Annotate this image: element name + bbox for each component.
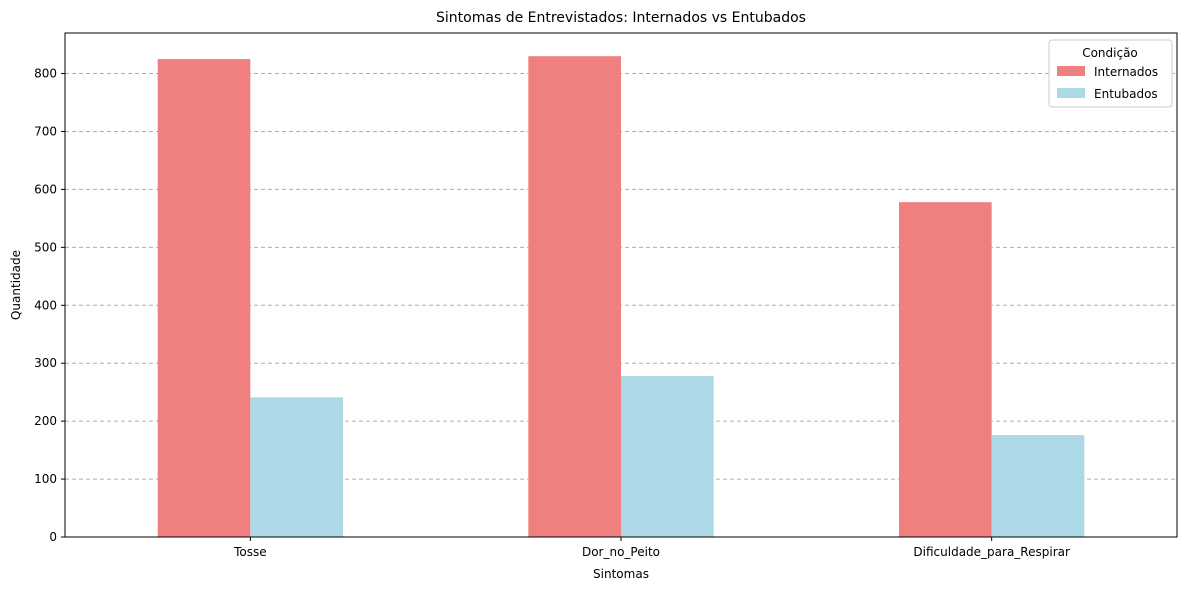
y-tick-label: 100: [34, 472, 57, 486]
y-tick-label: 600: [34, 182, 57, 196]
bar-entubados-tosse: [250, 397, 343, 537]
x-axis-label: Sintomas: [593, 567, 649, 581]
y-tick-label: 300: [34, 356, 57, 370]
y-tick-label: 700: [34, 124, 57, 138]
chart-title: Sintomas de Entrevistados: Internados vs…: [436, 10, 806, 26]
y-tick-label: 500: [34, 240, 57, 254]
legend-swatch-entubados: [1057, 88, 1085, 98]
x-tick-label: Dor_no_Peito: [582, 545, 660, 559]
legend-label-internados: Internados: [1094, 65, 1158, 79]
legend-label-entubados: Entubados: [1094, 87, 1158, 101]
bar-entubados-dor_no_peito: [621, 375, 714, 537]
y-axis-label: Quantidade: [9, 250, 23, 320]
legend-swatch-internados: [1057, 66, 1085, 76]
legend-title: Condição: [1082, 46, 1138, 60]
x-axis-ticks: Tosse Dor_no_Peito Dificuldade_para_Respir…: [233, 537, 1070, 559]
x-tick-label: Dificuldade_para_Respirar: [913, 545, 1070, 559]
y-tick-label: 800: [34, 67, 57, 81]
y-tick-label: 200: [34, 414, 57, 428]
bar-entubados-dificuldade_para_respirar: [991, 435, 1085, 537]
legend: Condição Internados Entubados: [1048, 39, 1173, 108]
bar-internados-tosse: [157, 59, 251, 537]
y-tick-label: 400: [34, 298, 57, 312]
y-axis-ticks: 0 100 200 300 400 500 600 700 800: [34, 67, 65, 544]
bars: [157, 56, 1085, 537]
bar-internados-dificuldade_para_respirar: [899, 202, 992, 537]
bar-internados-dor_no_peito: [528, 56, 621, 537]
y-tick-label: 0: [49, 530, 57, 544]
x-tick-label: Tosse: [233, 545, 267, 559]
